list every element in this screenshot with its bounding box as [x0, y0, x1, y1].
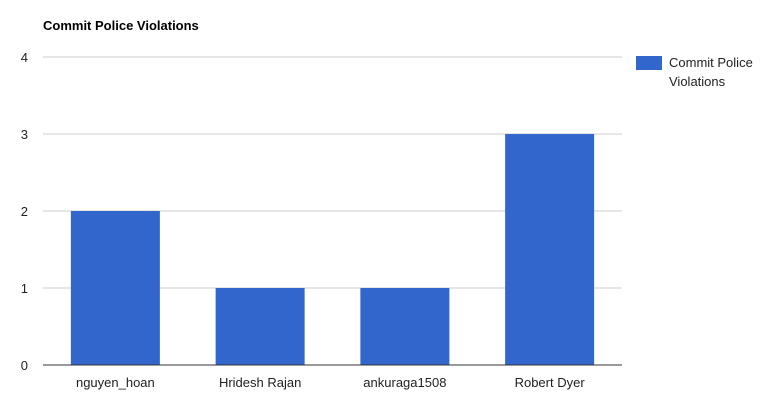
x-category-label: Hridesh Rajan [219, 375, 301, 390]
bars [70, 134, 595, 365]
x-category-label: nguyen_hoan [76, 375, 155, 390]
y-axis-tick-labels: 0 1 2 3 4 [21, 50, 28, 373]
x-category-label: ankuraga1508 [363, 375, 446, 390]
x-category-label: Robert Dyer [515, 375, 586, 390]
legend-label-line-2: Violations [669, 74, 726, 89]
bar-nguyen-hoan[interactable] [70, 211, 160, 365]
bar-ankuraga1508[interactable] [360, 288, 450, 365]
x-axis-category-labels: nguyen_hoan Hridesh Rajan ankuraga1508 Robe… [76, 375, 585, 390]
legend: Commit Police Violations [636, 55, 753, 89]
y-tick-label: 2 [21, 204, 28, 219]
y-tick-label: 1 [21, 281, 28, 296]
y-tick-label: 3 [21, 127, 28, 142]
y-tick-label: 4 [21, 50, 28, 65]
bar-hridesh-rajan[interactable] [215, 288, 305, 365]
bar-robert-dyer[interactable] [505, 134, 595, 365]
legend-swatch [636, 56, 662, 70]
y-tick-label: 0 [21, 358, 28, 373]
chart-title: Commit Police Violations [43, 18, 199, 33]
legend-label-line-1: Commit Police [669, 55, 753, 70]
